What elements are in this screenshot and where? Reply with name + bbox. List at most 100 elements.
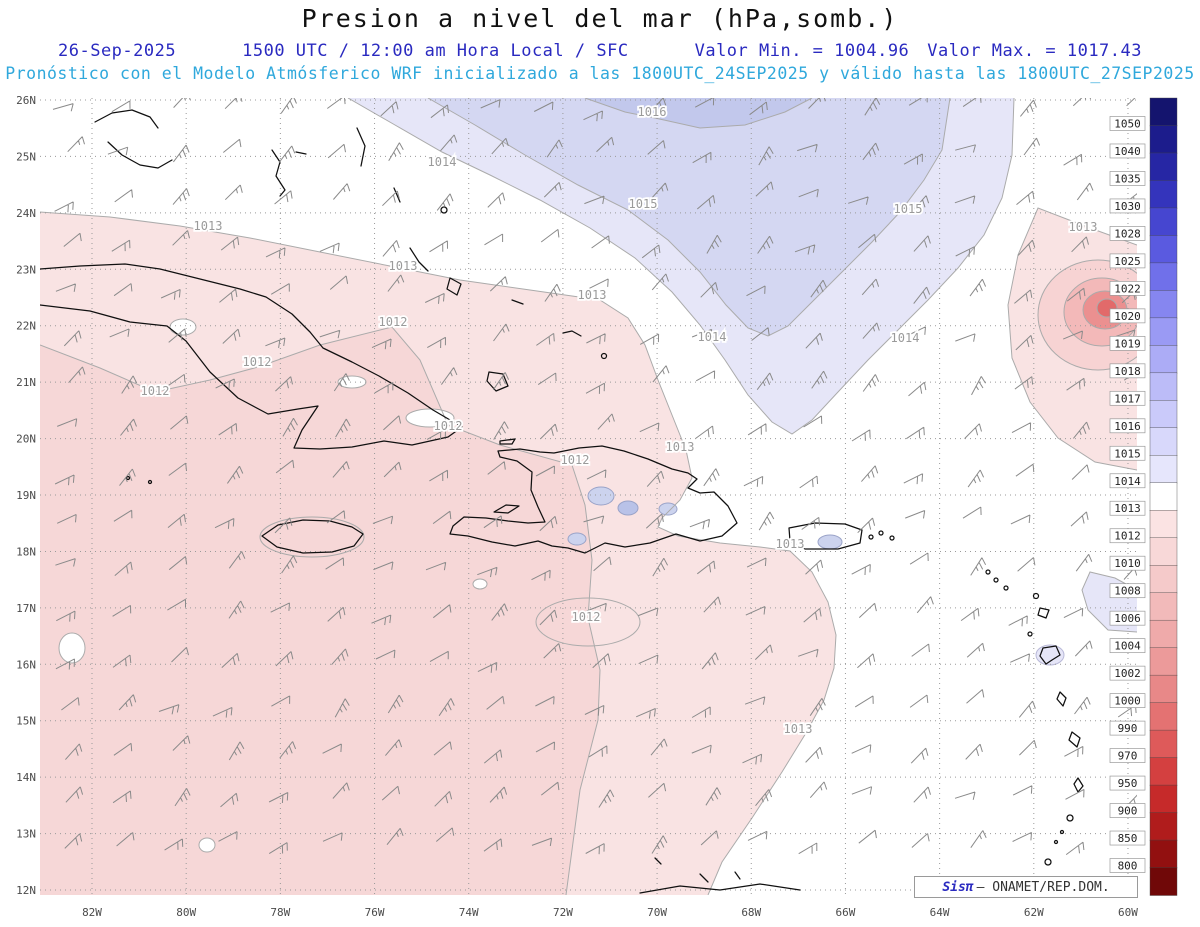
minmax-values: Valor Min. = 1004.96 Valor Max. = 1017.4…	[695, 41, 1142, 61]
max-value: Valor Max. = 1017.43	[927, 41, 1142, 61]
hispaniola-coastline	[449, 445, 738, 554]
valid-date: 26-Sep-2025	[58, 41, 177, 61]
grenadines-island	[1059, 829, 1065, 835]
white-blob	[472, 578, 488, 590]
colorbar-segment	[1149, 702, 1178, 731]
long-island	[409, 247, 429, 272]
colorbar-label-box	[1109, 528, 1146, 544]
lon-label: 82W	[82, 906, 102, 919]
lat-label: 22N	[16, 320, 36, 333]
colorbar-label: 1000	[1114, 695, 1141, 708]
shade-above-1015	[428, 98, 950, 336]
colorbar-segment	[1149, 647, 1178, 676]
header-line1: 26-Sep-2025 1500 UTC / 12:00 am Hora Loc…	[0, 41, 1200, 61]
sispi-logo: Sisπ	[942, 879, 974, 895]
colorbar-segment	[1149, 345, 1178, 374]
colorbar-segment	[1149, 839, 1178, 869]
colorbar-label-box	[1109, 390, 1146, 406]
lon-label: 68W	[741, 906, 761, 919]
lat-label: 16N	[16, 658, 36, 671]
colorbar-label: 1012	[1114, 530, 1141, 543]
pressure-shading	[40, 98, 1137, 895]
colorbar-segment	[1149, 152, 1178, 182]
san-salvador	[440, 206, 448, 214]
lat-label: 23N	[16, 263, 36, 276]
colorbar-label: 1018	[1114, 365, 1141, 378]
colorbar-segment	[1149, 455, 1178, 484]
page-title: Presion a nivel del mar (hPa,somb.)	[301, 4, 899, 33]
colorbar-label: 1020	[1114, 310, 1141, 323]
isobar-1014	[347, 98, 1015, 435]
colorbar-segment	[1149, 372, 1178, 402]
lon-label: 72W	[553, 906, 573, 919]
isobar-value-label: 1013	[389, 259, 418, 273]
lat-label: 17N	[16, 602, 36, 615]
colorbar-label-box	[1109, 830, 1146, 846]
isobar-value-label: 1015	[894, 202, 923, 216]
colorbar-label: 970	[1118, 750, 1138, 763]
min-value: Valor Min. = 1004.96	[694, 41, 910, 61]
colorbar-segment	[1149, 427, 1178, 456]
turks-island	[600, 352, 608, 360]
colorbar-segment	[1149, 97, 1178, 127]
colorbar-label: 1028	[1114, 227, 1141, 240]
crooked-island	[446, 277, 462, 296]
colorbar-label: 990	[1118, 722, 1138, 735]
branding-box: Sisπ – ONAMET/REP.DOM.	[914, 876, 1138, 898]
lon-label: 78W	[270, 906, 290, 919]
colorbar-segment	[1149, 510, 1178, 539]
colorbar-label: 1050	[1114, 117, 1141, 130]
colorbar-label: 1004	[1114, 640, 1141, 653]
virgin-island	[878, 530, 884, 536]
curacao-island	[699, 873, 709, 883]
colorbar-label: 1008	[1114, 585, 1141, 598]
colorbar-label-box	[1109, 198, 1146, 214]
martinique-island	[1068, 731, 1081, 748]
colorbar-segment	[1149, 207, 1178, 237]
colorbar-label: 1006	[1114, 612, 1141, 625]
tortuga-island	[499, 438, 516, 445]
colorbar-label-box	[1109, 693, 1146, 708]
isobar-value-label: 1013	[776, 537, 805, 551]
colorbar-segment	[1149, 290, 1178, 319]
lon-label: 70W	[647, 906, 667, 919]
lat-label: 12N	[16, 884, 36, 897]
colorbar-label: 1022	[1114, 282, 1141, 295]
isobar-value-label: 1014	[698, 330, 727, 344]
mayaguana-island	[511, 299, 524, 305]
dominica-island	[1056, 691, 1067, 707]
colorbar-segment	[1149, 757, 1178, 786]
colorbar-label: 1035	[1114, 172, 1141, 185]
colorbar-label: 1025	[1114, 255, 1141, 268]
lon-label: 74W	[459, 906, 479, 919]
isobar-value-label: 1012	[561, 453, 590, 467]
lat-label: 19N	[16, 489, 36, 502]
colorbar-label: 1002	[1114, 667, 1141, 680]
grenadines-island	[1053, 839, 1059, 845]
white-blob	[169, 318, 197, 336]
colorbar-label: 850	[1118, 832, 1138, 845]
isobar-value-label: 1012	[434, 419, 463, 433]
isobar-value-label: 1014	[428, 155, 457, 169]
montserrat-island	[1027, 631, 1033, 637]
white-blob	[58, 632, 86, 664]
bonaire-island	[734, 871, 741, 880]
header-line2: Pronóstico con el Modelo Atmósferico WRF…	[5, 64, 1195, 83]
colorbar-label-box	[1109, 775, 1146, 791]
lat-label: 20N	[16, 433, 36, 446]
lon-label: 80W	[176, 906, 196, 919]
colorbar-label: 1019	[1114, 337, 1141, 350]
colorbar-label: 1016	[1114, 420, 1141, 433]
colorbar-label: 1010	[1114, 557, 1141, 570]
colorbar-label-box	[1109, 803, 1146, 818]
colorbar-segment	[1149, 262, 1178, 292]
anguilla-island	[985, 569, 991, 575]
colorbar-segment	[1149, 180, 1178, 209]
isobar-1013-east	[1007, 207, 1137, 471]
colorbar-label: 900	[1118, 805, 1138, 818]
isobar-1014-se	[1081, 571, 1137, 633]
caicos-islands	[562, 330, 582, 337]
florida-coastline	[94, 109, 159, 129]
colorbar-label-box	[1109, 500, 1146, 516]
